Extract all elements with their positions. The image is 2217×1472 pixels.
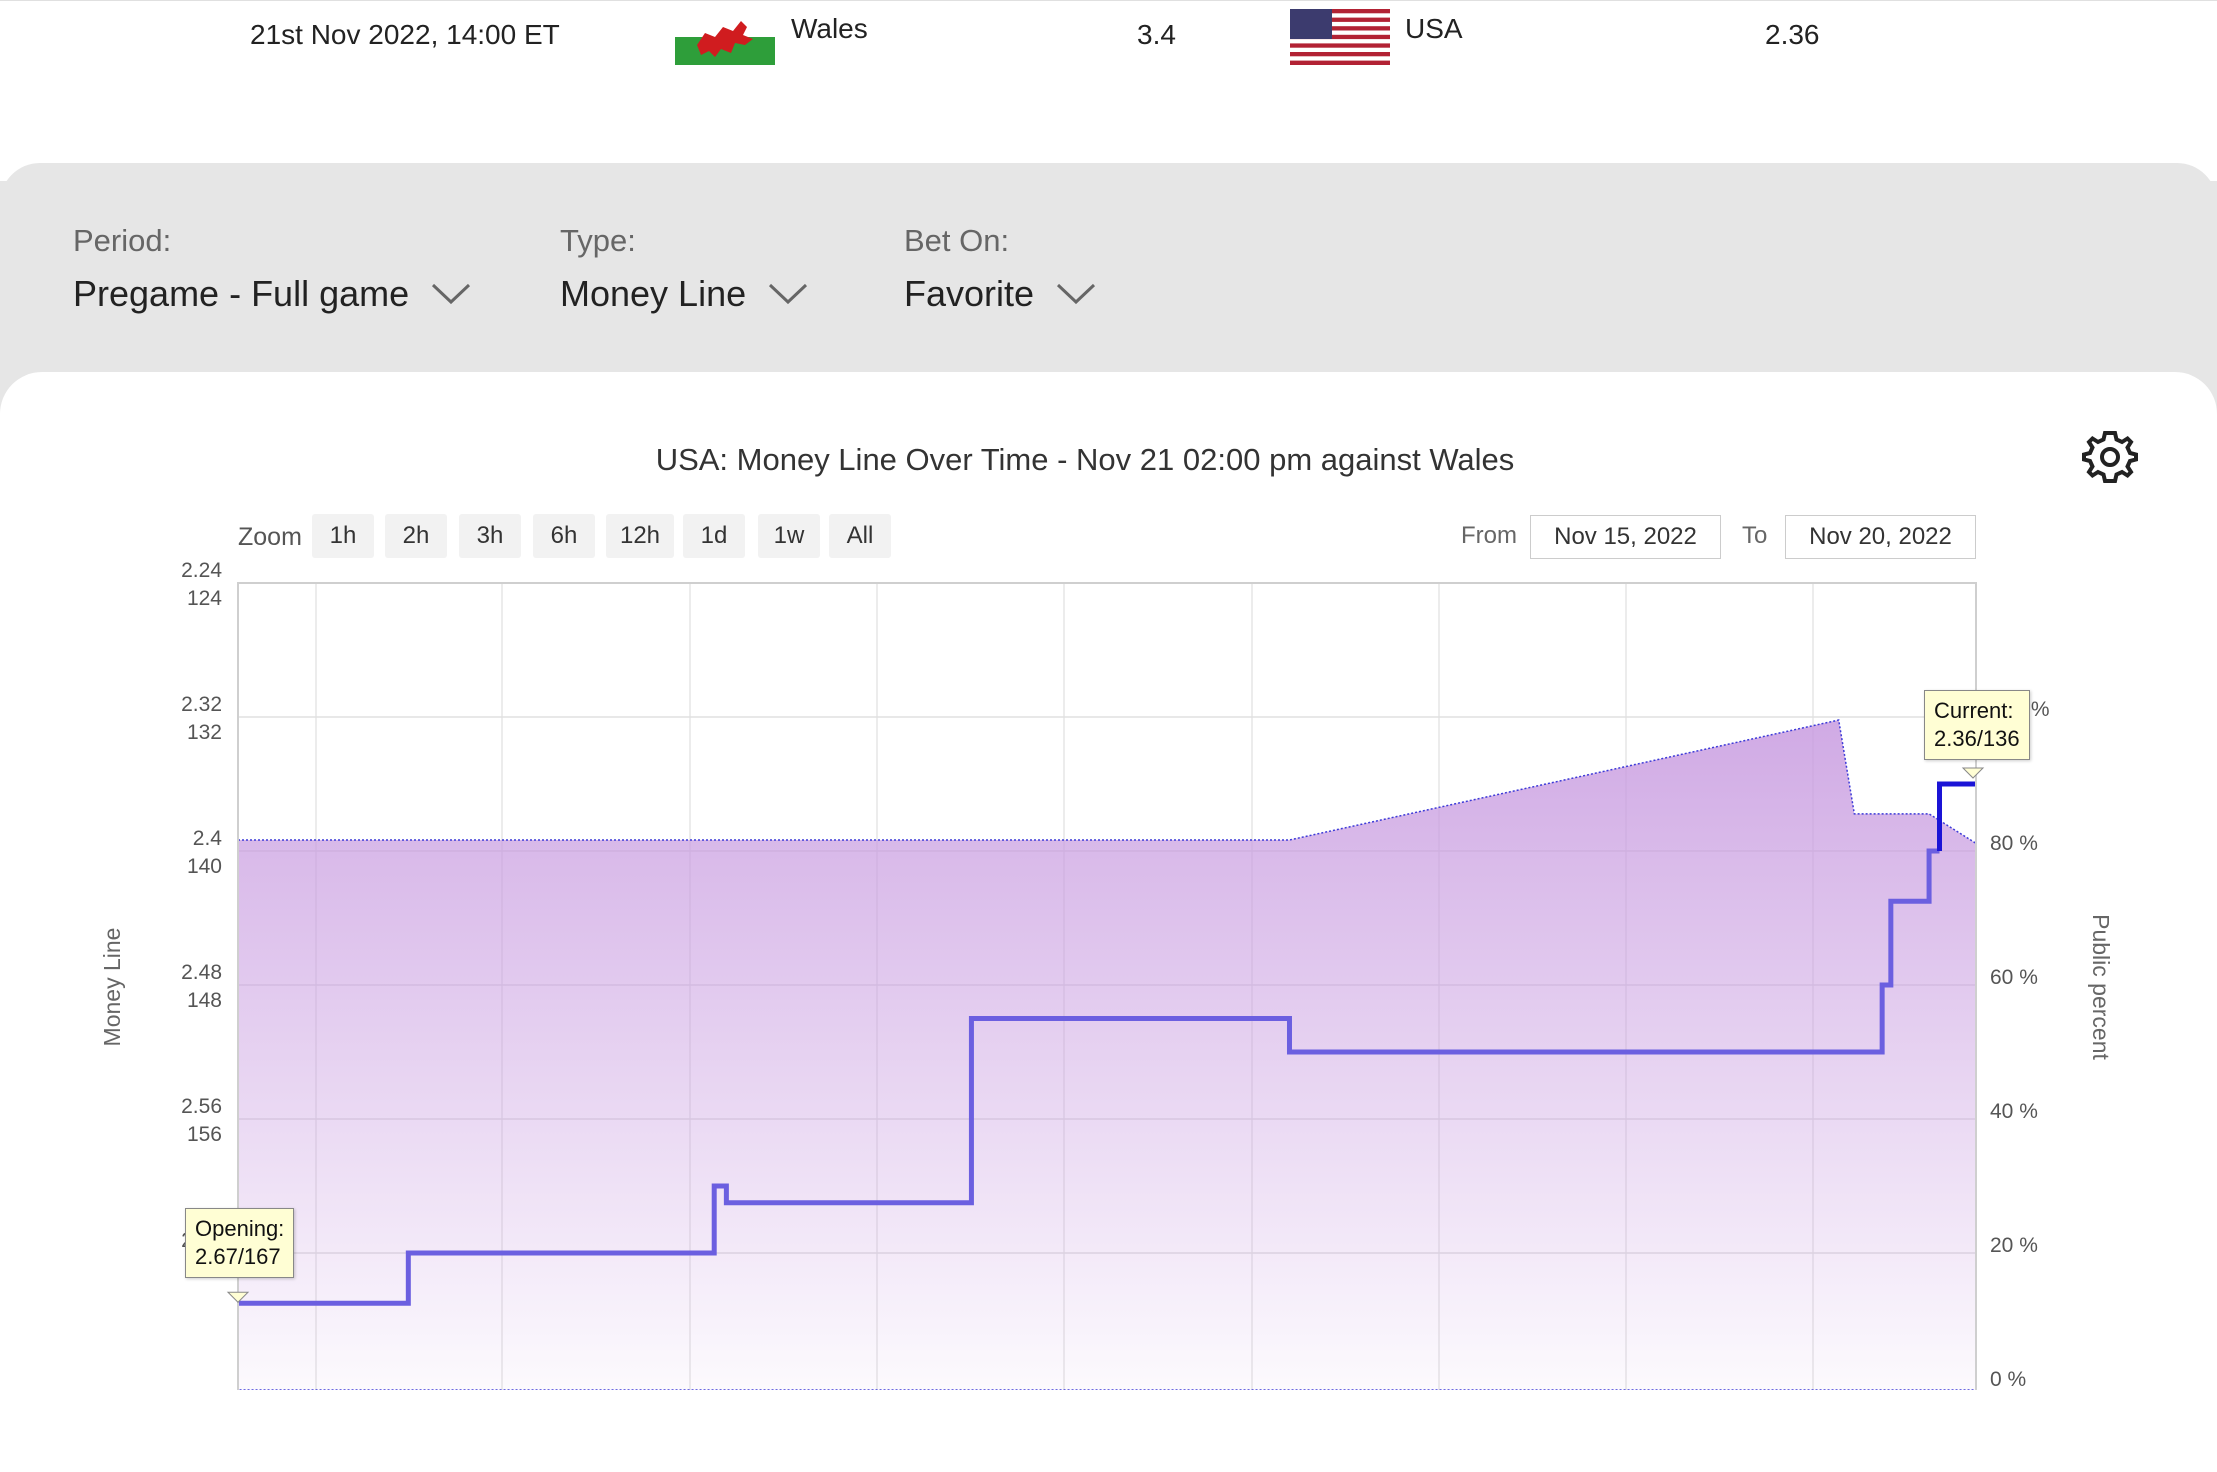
opening-tooltip: Opening: 2.67/167: [185, 1208, 295, 1278]
zoom-1h-button[interactable]: 1h: [312, 514, 374, 558]
to-date-input[interactable]: Nov 20, 2022: [1785, 515, 1976, 559]
plot-area: [237, 582, 1977, 1390]
current-tooltip-label: Current:: [1934, 698, 2014, 723]
from-label: From: [1461, 522, 1517, 549]
right-tick-label: 80 %: [1990, 832, 2038, 855]
gear-icon[interactable]: [2080, 427, 2140, 487]
period-label: Period:: [73, 223, 172, 258]
wales-flag-icon: [675, 9, 775, 65]
team1-name: Wales: [791, 13, 868, 44]
left-tick-label: 2.24: [181, 559, 222, 582]
from-date-input[interactable]: Nov 15, 2022: [1530, 515, 1721, 559]
money-line-current-segment[interactable]: [1937, 781, 1976, 851]
opening-tooltip-pointer: [226, 1291, 250, 1303]
type-filter[interactable]: Type: Money Line: [560, 223, 808, 315]
zoom-all-button[interactable]: All: [829, 514, 891, 558]
public-percent-area: [237, 719, 1977, 1390]
bet-on-filter[interactable]: Bet On: Favorite: [904, 223, 1096, 315]
left-tick-sublabel: 124: [187, 587, 222, 610]
left-tick-sublabel: 148: [187, 989, 222, 1012]
bet-on-value[interactable]: Favorite: [904, 273, 1035, 314]
chevron-down-icon[interactable]: [431, 283, 471, 305]
zoom-3h-button[interactable]: 3h: [459, 514, 521, 558]
left-tick-sublabel: 140: [187, 855, 222, 878]
right-tick-label: 20 %: [1990, 1234, 2038, 1257]
to-label: To: [1742, 522, 1768, 549]
right-tick-label: 40 %: [1990, 1100, 2038, 1123]
opening-tooltip-label: Opening:: [195, 1216, 285, 1241]
match-row[interactable]: 21st Nov 2022, 14:00 ET Wales 3.4 USA 2.…: [0, 1, 2217, 71]
money-line-series[interactable]: [238, 848, 1940, 1306]
chart-title: USA: Money Line Over Time - Nov 21 02:00…: [655, 442, 1515, 477]
type-label: Type:: [560, 223, 636, 258]
y-axis-label: Money Line: [99, 928, 125, 1047]
match-header: 21st Nov 2022, 14:00 ET Wales 3.4 USA 2.…: [0, 0, 2217, 181]
type-value[interactable]: Money Line: [560, 273, 747, 314]
money-line-chart[interactable]: 2.241242.321322.41402.481482.561562.6416…: [0, 0, 2217, 1390]
left-tick-sublabel: 156: [187, 1123, 222, 1146]
match-datetime: 21st Nov 2022, 14:00 ET: [250, 19, 560, 50]
opening-tooltip-value: 2.67/167: [195, 1244, 281, 1269]
zoom-12h-button[interactable]: 12h: [606, 514, 674, 558]
team1-odds: 3.4: [1137, 19, 1176, 50]
left-tick-label: 2.4: [193, 827, 223, 850]
left-tick-label: 2.56: [181, 1095, 222, 1118]
y2-axis-label: Public percent: [2088, 914, 2114, 1060]
zoom-6h-button[interactable]: 6h: [533, 514, 595, 558]
zoom-2h-button[interactable]: 2h: [385, 514, 447, 558]
zoom-1w-button[interactable]: 1w: [758, 514, 820, 558]
zoom-1d-button[interactable]: 1d: [683, 514, 745, 558]
left-tick-label: 2.32: [181, 693, 222, 716]
current-tooltip: Current: 2.36/136: [1924, 690, 2030, 760]
left-tick-sublabel: 132: [187, 721, 222, 744]
zoom-label: Zoom: [238, 523, 302, 551]
current-tooltip-pointer: [1961, 767, 1985, 779]
chevron-down-icon[interactable]: [1056, 283, 1096, 305]
team2-name: USA: [1405, 13, 1463, 44]
left-axis: 2.241242.321322.41402.481482.561562.6416…: [181, 559, 222, 1280]
current-tooltip-value: 2.36/136: [1934, 726, 2020, 751]
filters-panel: Period: Pregame - Full game Type: Money …: [0, 163, 2217, 393]
right-axis: 100 %80 %60 %40 %20 %0 %: [1990, 698, 2050, 1390]
right-tick-label: 0 %: [1990, 1368, 2026, 1390]
period-value[interactable]: Pregame - Full game: [73, 273, 410, 314]
bet-on-label: Bet On:: [904, 223, 1010, 258]
team2-odds: 2.36: [1765, 19, 1820, 50]
period-filter[interactable]: Period: Pregame - Full game: [73, 223, 471, 315]
left-tick-label: 2.48: [181, 961, 222, 984]
usa-flag-icon: [1290, 9, 1390, 65]
right-tick-label: 60 %: [1990, 966, 2038, 989]
chevron-down-icon[interactable]: [768, 283, 808, 305]
